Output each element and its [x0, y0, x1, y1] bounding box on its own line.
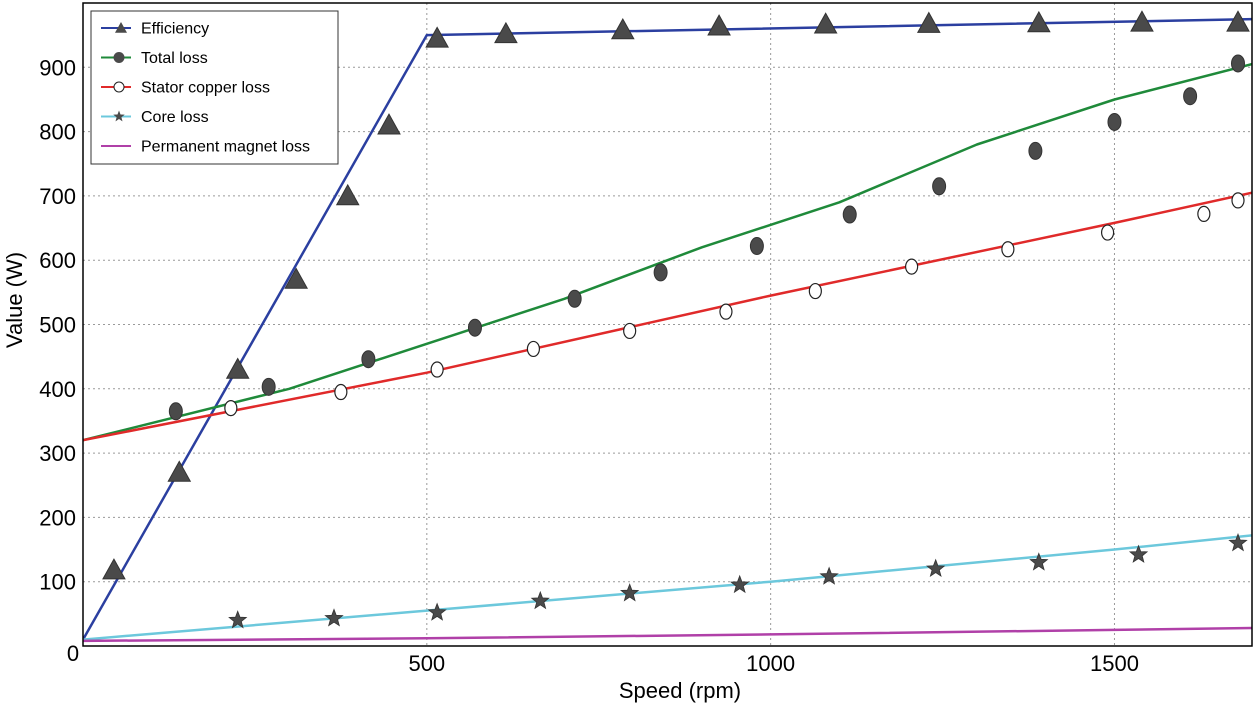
marker-efficiency [335, 183, 360, 206]
origin-tick-label: 0 [67, 641, 79, 666]
legend-label-permanent-magnet-loss: Permanent magnet loss [141, 139, 310, 156]
marker-efficiency [1130, 10, 1154, 32]
legend-marker-stator-copper-loss [113, 81, 125, 93]
marker-efficiency [494, 21, 518, 44]
marker-core-loss [228, 610, 248, 629]
legend-marker-efficiency [115, 22, 127, 33]
marker-stator-copper-loss [526, 340, 541, 358]
marker-stator-copper-loss [430, 361, 444, 378]
marker-stator-copper-loss [808, 282, 822, 300]
marker-efficiency [813, 12, 838, 34]
marker-core-loss [1228, 532, 1248, 552]
marker-total-loss [842, 205, 857, 224]
x-axis-title: Speed (rpm) [619, 678, 741, 703]
legend-marker-core-loss [113, 110, 125, 122]
series-line-core-loss [83, 534, 1252, 641]
marker-total-loss [653, 263, 668, 282]
legend-label-core-loss: Core loss [141, 109, 209, 126]
marker-core-loss [730, 574, 750, 594]
marker-stator-copper-loss [1100, 224, 1115, 241]
marker-efficiency [225, 357, 250, 379]
marker-efficiency [1026, 10, 1051, 33]
marker-efficiency [284, 267, 309, 289]
legend: Efficiency Total loss Stator copper loss Co… [90, 10, 339, 165]
marker-total-loss [749, 237, 764, 256]
legend-box [90, 10, 339, 165]
marker-core-loss [1029, 552, 1049, 571]
marker-core-loss [620, 583, 640, 602]
y-tick-label: 500 [39, 313, 76, 338]
marker-efficiency [707, 14, 731, 36]
x-tick-label: 1500 [1090, 651, 1139, 676]
marker-core-loss [926, 558, 946, 578]
marker-efficiency [102, 558, 126, 580]
y-axis-ticks: 100 200 300 400 500 600 700 800 900 [39, 55, 76, 594]
y-axis-title: Value (W) [2, 252, 27, 348]
marker-total-loss [261, 377, 276, 396]
y-tick-label: 200 [39, 505, 76, 530]
marker-total-loss [1183, 87, 1198, 106]
marker-efficiency [610, 17, 635, 40]
x-tick-label: 1000 [746, 651, 795, 676]
legend-label-total-loss: Total loss [141, 50, 208, 67]
x-tick-label: 500 [408, 651, 445, 676]
x-axis-ticks: 500 1000 1500 0 [67, 641, 1139, 676]
marker-stator-copper-loss [719, 303, 733, 320]
marker-total-loss [932, 177, 947, 196]
marker-core-loss [819, 566, 839, 585]
y-tick-label: 600 [39, 248, 76, 273]
marker-core-loss [1128, 544, 1149, 563]
marker-total-loss [467, 318, 482, 337]
y-tick-label: 400 [39, 377, 76, 402]
series-markers [102, 10, 1250, 629]
series-line-permanent-magnet-loss [83, 626, 1252, 643]
legend-label-efficiency: Efficiency [141, 21, 209, 38]
marker-stator-copper-loss [334, 383, 348, 401]
marker-stator-copper-loss [1231, 192, 1245, 209]
marker-total-loss [168, 402, 183, 421]
marker-core-loss [530, 590, 550, 610]
marker-efficiency [1226, 10, 1250, 32]
series-line-stator-copper-loss [83, 191, 1252, 442]
marker-core-loss [324, 608, 344, 627]
legend-marker-total-loss [113, 52, 125, 63]
y-tick-label: 300 [39, 441, 76, 466]
marker-efficiency [425, 26, 449, 48]
marker-stator-copper-loss [623, 322, 637, 340]
marker-stator-copper-loss [1001, 241, 1015, 258]
marker-total-loss [361, 350, 376, 369]
y-tick-label: 900 [39, 55, 76, 80]
marker-efficiency [916, 11, 941, 33]
marker-efficiency [377, 113, 401, 135]
marker-core-loss [427, 602, 447, 621]
grid [83, 3, 1252, 646]
series-lines [83, 17, 1252, 643]
y-tick-label: 800 [39, 120, 76, 145]
series-line-total-loss [83, 62, 1252, 442]
series-line-efficiency [83, 17, 1252, 641]
marker-total-loss [1231, 54, 1245, 73]
plot-frame [82, 2, 1253, 647]
marker-stator-copper-loss [1197, 205, 1211, 223]
marker-stator-copper-loss [905, 258, 919, 275]
legend-label-stator-copper-loss: Stator copper loss [141, 80, 270, 97]
marker-efficiency [167, 460, 192, 482]
marker-total-loss [567, 289, 582, 308]
y-tick-label: 700 [39, 184, 76, 209]
y-tick-label: 100 [39, 570, 76, 595]
marker-total-loss [1028, 141, 1043, 160]
marker-total-loss [1107, 112, 1122, 131]
marker-stator-copper-loss [224, 399, 238, 417]
